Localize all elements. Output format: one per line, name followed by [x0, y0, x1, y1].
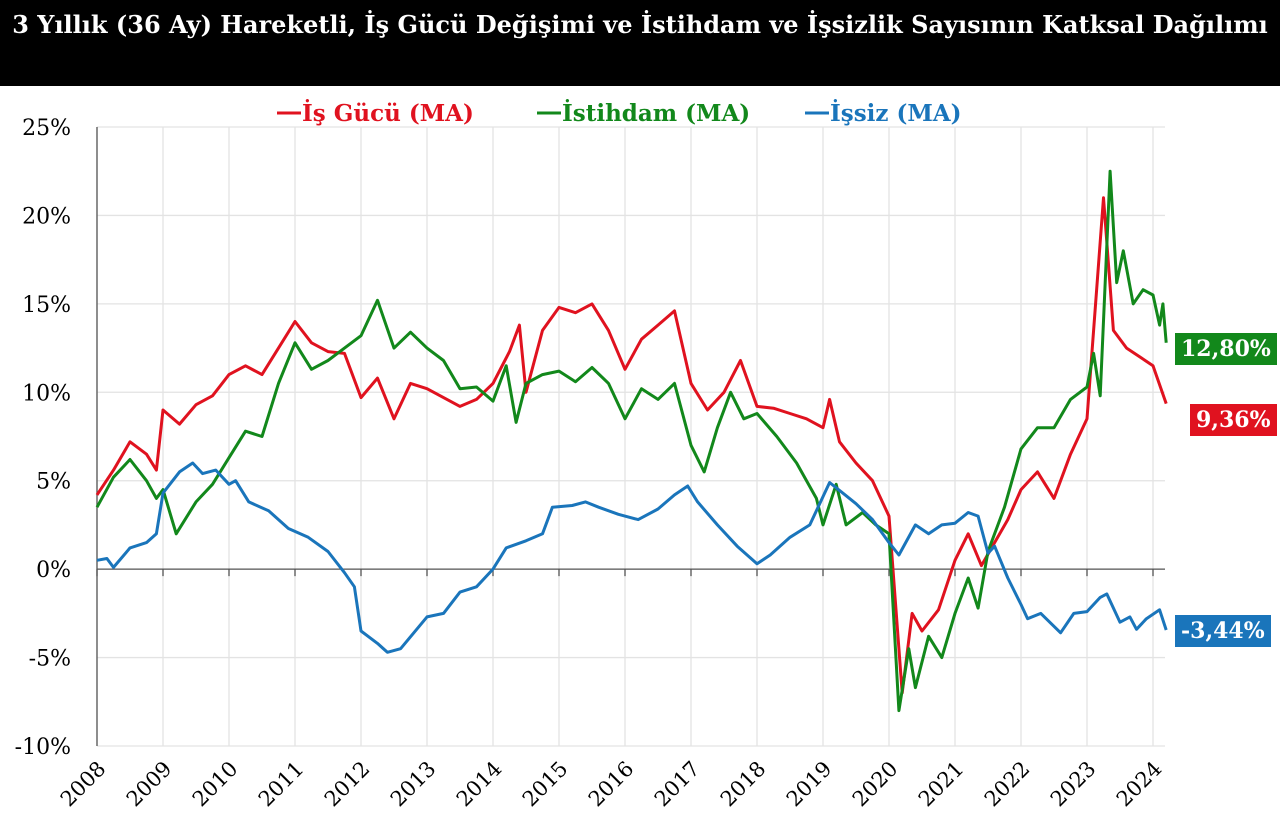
legend-entry: İş Gücü (MA) [302, 99, 474, 127]
x-tick-label: 2023 [1046, 757, 1101, 812]
x-tick-label: 2009 [122, 757, 177, 812]
y-tick-label: 15% [22, 293, 71, 318]
y-tick-label: 0% [36, 558, 71, 583]
end-value-label: 12,80% [1175, 333, 1277, 365]
x-tick-label: 2016 [584, 757, 639, 812]
x-tick-label: 2019 [782, 757, 837, 812]
y-tick-label: 10% [22, 381, 71, 406]
y-tick-label: 25% [22, 116, 71, 141]
x-tick-label: 2014 [452, 757, 507, 812]
x-tick-label: 2012 [320, 757, 375, 812]
x-tick-label: 2018 [716, 757, 771, 812]
x-tick-label: 2017 [650, 757, 705, 812]
x-tick-label: 2008 [56, 757, 111, 812]
end-value-label: 9,36% [1190, 404, 1277, 436]
y-tick-label: -5% [29, 647, 71, 672]
series-line-2 [96, 461, 1168, 654]
x-tick-label: 2010 [188, 757, 243, 812]
series-line-0 [95, 196, 1168, 695]
legend-entry: İstihdam (MA) [562, 99, 750, 127]
series-line-1 [95, 169, 1168, 713]
x-tick-label: 2013 [386, 757, 441, 812]
chart-title: 3 Yıllık (36 Ay) Hareketli, İş Gücü Deği… [0, 0, 1280, 86]
x-tick-label: 2024 [1112, 757, 1167, 812]
y-tick-label: 5% [36, 470, 71, 495]
x-tick-label: 2022 [980, 757, 1035, 812]
y-tick-label: 20% [22, 204, 71, 229]
legend-entry: İşsiz (MA) [830, 99, 962, 127]
x-tick-label: 2020 [848, 757, 903, 812]
x-tick-label: 2011 [254, 757, 309, 812]
x-tick-label: 2021 [914, 757, 969, 812]
x-tick-label: 2015 [518, 757, 573, 812]
y-tick-label: -10% [15, 735, 71, 760]
end-value-label: -3,44% [1175, 615, 1271, 647]
